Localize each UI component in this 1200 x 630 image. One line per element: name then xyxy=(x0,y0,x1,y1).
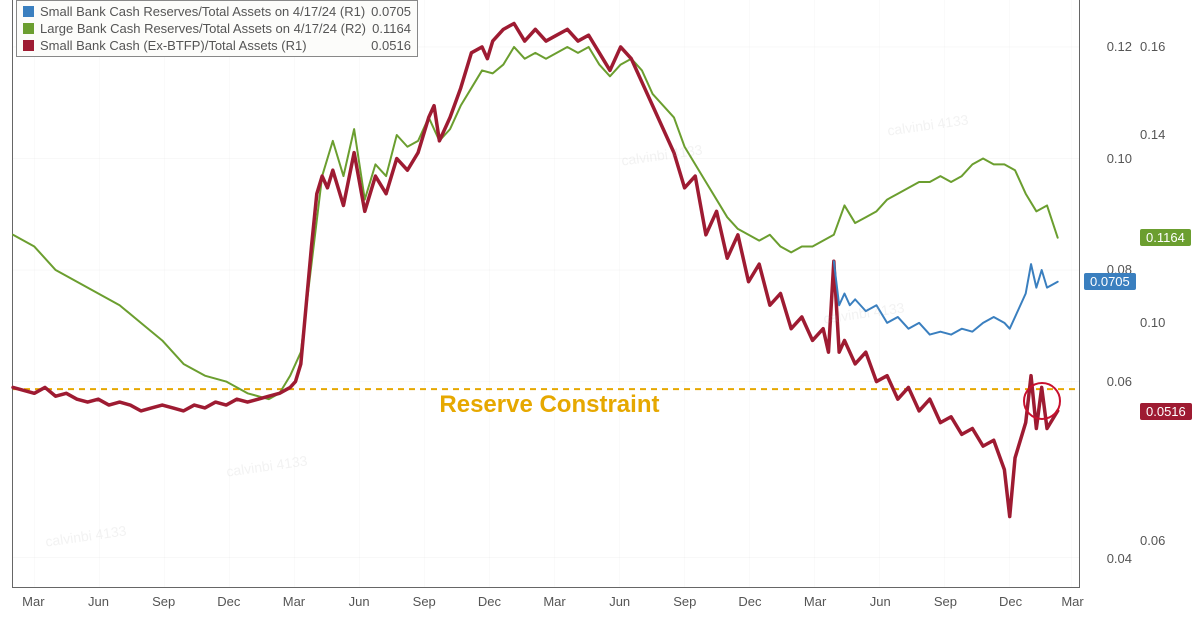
x-tick-label: Dec xyxy=(996,594,1026,609)
legend-swatch xyxy=(23,6,34,17)
legend-label: Large Bank Cash Reserves/Total Assets on… xyxy=(40,20,366,37)
legend: Small Bank Cash Reserves/Total Assets on… xyxy=(16,0,418,57)
plot-svg xyxy=(13,0,1079,587)
x-tick-label: Mar xyxy=(1058,594,1088,609)
x-tick-label: Mar xyxy=(800,594,830,609)
x-tick-label: Mar xyxy=(18,594,48,609)
y-tick-label: 0.16 xyxy=(1140,39,1188,54)
x-tick-label: Sep xyxy=(149,594,179,609)
x-tick-label: Sep xyxy=(409,594,439,609)
plot-area: Reserve Constraint calvinbi 4133calvinbi… xyxy=(12,0,1080,588)
x-tick-label: Jun xyxy=(344,594,374,609)
x-tick-label: Dec xyxy=(214,594,244,609)
y-tick-label: 0.10 xyxy=(1084,151,1132,166)
x-tick-label: Jun xyxy=(865,594,895,609)
y-tick-label: 0.12 xyxy=(1084,39,1132,54)
y-tick-label: 0.06 xyxy=(1084,374,1132,389)
legend-label: Small Bank Cash Reserves/Total Assets on… xyxy=(40,3,365,20)
legend-row: Large Bank Cash Reserves/Total Assets on… xyxy=(23,20,411,37)
end-value-tag: 0.0705 xyxy=(1084,273,1136,290)
x-tick-label: Mar xyxy=(279,594,309,609)
chart-frame: Reserve Constraint calvinbi 4133calvinbi… xyxy=(6,0,1194,630)
x-tick-label: Jun xyxy=(605,594,635,609)
y-tick-label: 0.10 xyxy=(1140,315,1188,330)
legend-row: Small Bank Cash Reserves/Total Assets on… xyxy=(23,3,411,20)
x-tick-label: Dec xyxy=(474,594,504,609)
highlight-circle xyxy=(1023,382,1061,420)
y-tick-label: 0.04 xyxy=(1084,551,1132,566)
x-tick-label: Sep xyxy=(930,594,960,609)
legend-value: 0.0516 xyxy=(371,37,411,54)
legend-swatch xyxy=(23,40,34,51)
legend-label: Small Bank Cash (Ex-BTFP)/Total Assets (… xyxy=(40,37,365,54)
x-tick-label: Jun xyxy=(84,594,114,609)
x-tick-label: Mar xyxy=(540,594,570,609)
legend-value: 0.0705 xyxy=(371,3,411,20)
y-tick-label: 0.14 xyxy=(1140,127,1188,142)
legend-row: Small Bank Cash (Ex-BTFP)/Total Assets (… xyxy=(23,37,411,54)
reserve-constraint-label: Reserve Constraint xyxy=(439,391,659,419)
end-value-tag: 0.1164 xyxy=(1140,229,1191,246)
end-value-tag: 0.0516 xyxy=(1140,403,1192,420)
y-tick-label: 0.06 xyxy=(1140,533,1188,548)
legend-value: 0.1164 xyxy=(372,20,411,37)
x-tick-label: Sep xyxy=(670,594,700,609)
legend-swatch xyxy=(23,23,34,34)
x-tick-label: Dec xyxy=(735,594,765,609)
